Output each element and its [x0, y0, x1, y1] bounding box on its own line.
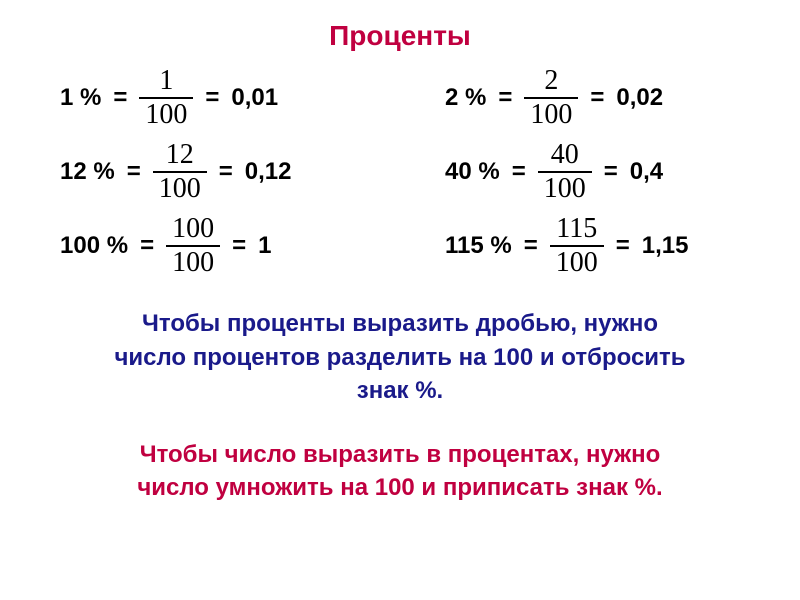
equation-group: 12 % = 12 100 = 0,12	[30, 141, 385, 203]
equals-sign: =	[219, 158, 233, 186]
denominator: 100	[153, 171, 207, 203]
rule-line: число процентов разделить на 100 и отбро…	[114, 344, 685, 371]
equals-sign: =	[616, 232, 630, 260]
page-title: Проценты	[30, 20, 770, 52]
equations-block: 1 % = 1 100 = 0,01 2 % = 2 100 = 0,02 12…	[30, 67, 770, 277]
equals-sign: =	[590, 84, 604, 112]
denominator: 100	[166, 245, 220, 277]
fraction: 100 100	[166, 215, 220, 277]
decimal-value: 0,02	[616, 84, 663, 112]
equals-sign: =	[512, 158, 526, 186]
equals-sign: =	[113, 84, 127, 112]
percent-label: 115 %	[445, 232, 512, 260]
decimal-value: 0,12	[245, 158, 292, 186]
percent-label: 2 %	[445, 84, 486, 112]
rule-text-2: Чтобы число выразить в процентах, нужно …	[30, 438, 770, 505]
equation-row: 1 % = 1 100 = 0,01 2 % = 2 100 = 0,02	[30, 67, 770, 129]
equation-group: 1 % = 1 100 = 0,01	[30, 67, 385, 129]
rule-line: число умножить на 100 и приписать знак %…	[137, 474, 662, 501]
equals-sign: =	[524, 232, 538, 260]
fraction: 1 100	[139, 67, 193, 129]
equals-sign: =	[604, 158, 618, 186]
equation-row: 12 % = 12 100 = 0,12 40 % = 40 100 = 0,4	[30, 141, 770, 203]
fraction: 12 100	[153, 141, 207, 203]
decimal-value: 0,4	[630, 158, 663, 186]
equation-group: 100 % = 100 100 = 1	[30, 215, 385, 277]
equals-sign: =	[232, 232, 246, 260]
rule-text-1: Чтобы проценты выразить дробью, нужно чи…	[30, 307, 770, 408]
equals-sign: =	[498, 84, 512, 112]
fraction: 40 100	[538, 141, 592, 203]
numerator: 2	[538, 67, 564, 97]
equation-group: 40 % = 40 100 = 0,4	[425, 141, 770, 203]
numerator: 12	[160, 141, 200, 171]
percent-label: 12 %	[60, 158, 115, 186]
denominator: 100	[538, 171, 592, 203]
numerator: 115	[550, 215, 603, 245]
fraction: 115 100	[550, 215, 604, 277]
denominator: 100	[139, 97, 193, 129]
equation-group: 2 % = 2 100 = 0,02	[425, 67, 770, 129]
decimal-value: 1,15	[642, 232, 689, 260]
rule-line: знак %.	[357, 377, 443, 404]
decimal-value: 0,01	[231, 84, 278, 112]
percent-label: 100 %	[60, 232, 128, 260]
equation-group: 115 % = 115 100 = 1,15	[425, 215, 770, 277]
percent-label: 1 %	[60, 84, 101, 112]
denominator: 100	[524, 97, 578, 129]
numerator: 100	[166, 215, 220, 245]
rule-line: Чтобы проценты выразить дробью, нужно	[142, 310, 658, 337]
equation-row: 100 % = 100 100 = 1 115 % = 115 100 = 1,…	[30, 215, 770, 277]
equals-sign: =	[140, 232, 154, 260]
decimal-value: 1	[258, 232, 271, 260]
numerator: 40	[545, 141, 585, 171]
equals-sign: =	[127, 158, 141, 186]
rule-line: Чтобы число выразить в процентах, нужно	[140, 441, 661, 468]
denominator: 100	[550, 245, 604, 277]
numerator: 1	[153, 67, 179, 97]
percent-label: 40 %	[445, 158, 500, 186]
equals-sign: =	[205, 84, 219, 112]
fraction: 2 100	[524, 67, 578, 129]
